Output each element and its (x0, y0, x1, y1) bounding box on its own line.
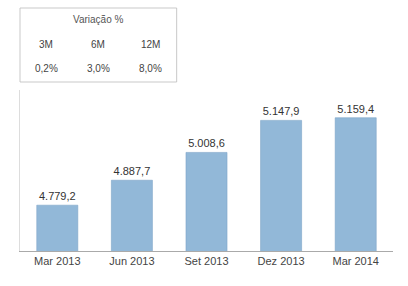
svg-text:12M: 12M (141, 39, 160, 50)
svg-text:Dez 2013: Dez 2013 (258, 255, 305, 267)
svg-text:6M: 6M (91, 39, 105, 50)
svg-text:5.008,6: 5.008,6 (188, 137, 225, 149)
svg-text:0,2%: 0,2% (35, 63, 58, 74)
svg-text:Mar 2013: Mar 2013 (34, 255, 80, 267)
svg-text:4.887,7: 4.887,7 (114, 165, 151, 177)
svg-text:5.147,9: 5.147,9 (263, 105, 300, 117)
svg-text:5.159,4: 5.159,4 (337, 103, 374, 115)
svg-text:Mar 2014: Mar 2014 (332, 255, 378, 267)
svg-text:3,0%: 3,0% (87, 63, 110, 74)
svg-text:Variação %: Variação % (73, 14, 124, 25)
svg-text:Set 2013: Set 2013 (184, 255, 228, 267)
svg-text:8,0%: 8,0% (139, 63, 162, 74)
svg-text:4.779,2: 4.779,2 (39, 190, 76, 202)
svg-text:3M: 3M (39, 39, 53, 50)
svg-text:Jun 2013: Jun 2013 (109, 255, 154, 267)
